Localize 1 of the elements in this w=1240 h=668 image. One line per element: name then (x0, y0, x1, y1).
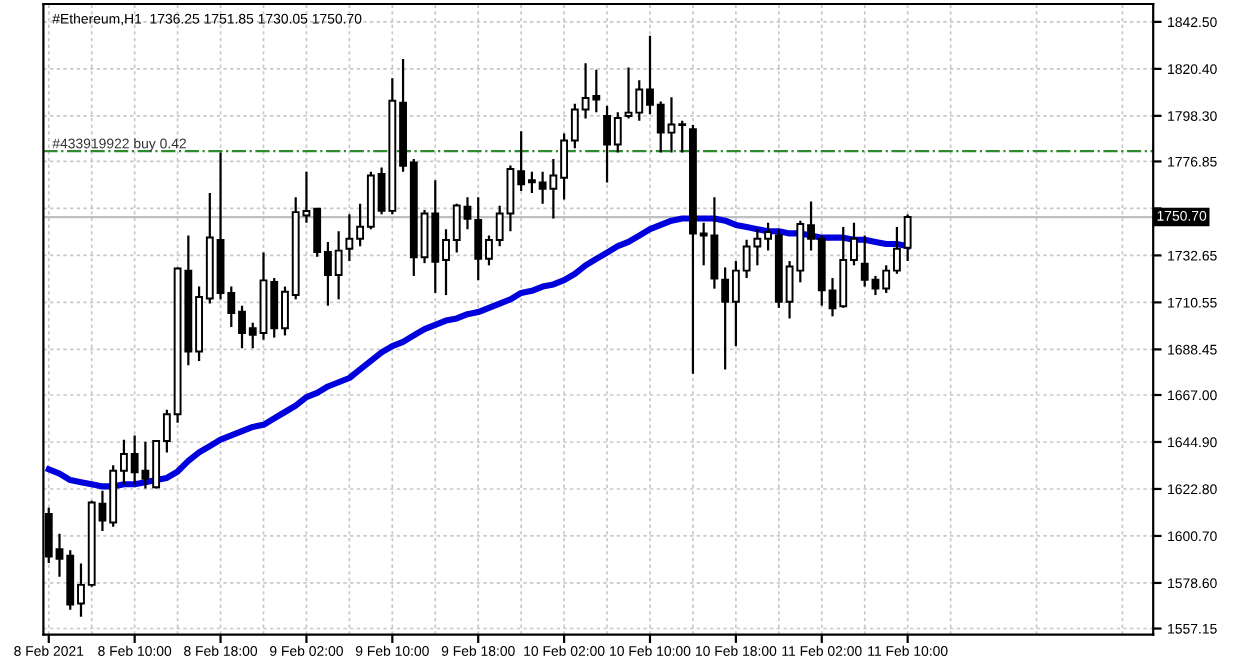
line-series (45, 215, 911, 490)
